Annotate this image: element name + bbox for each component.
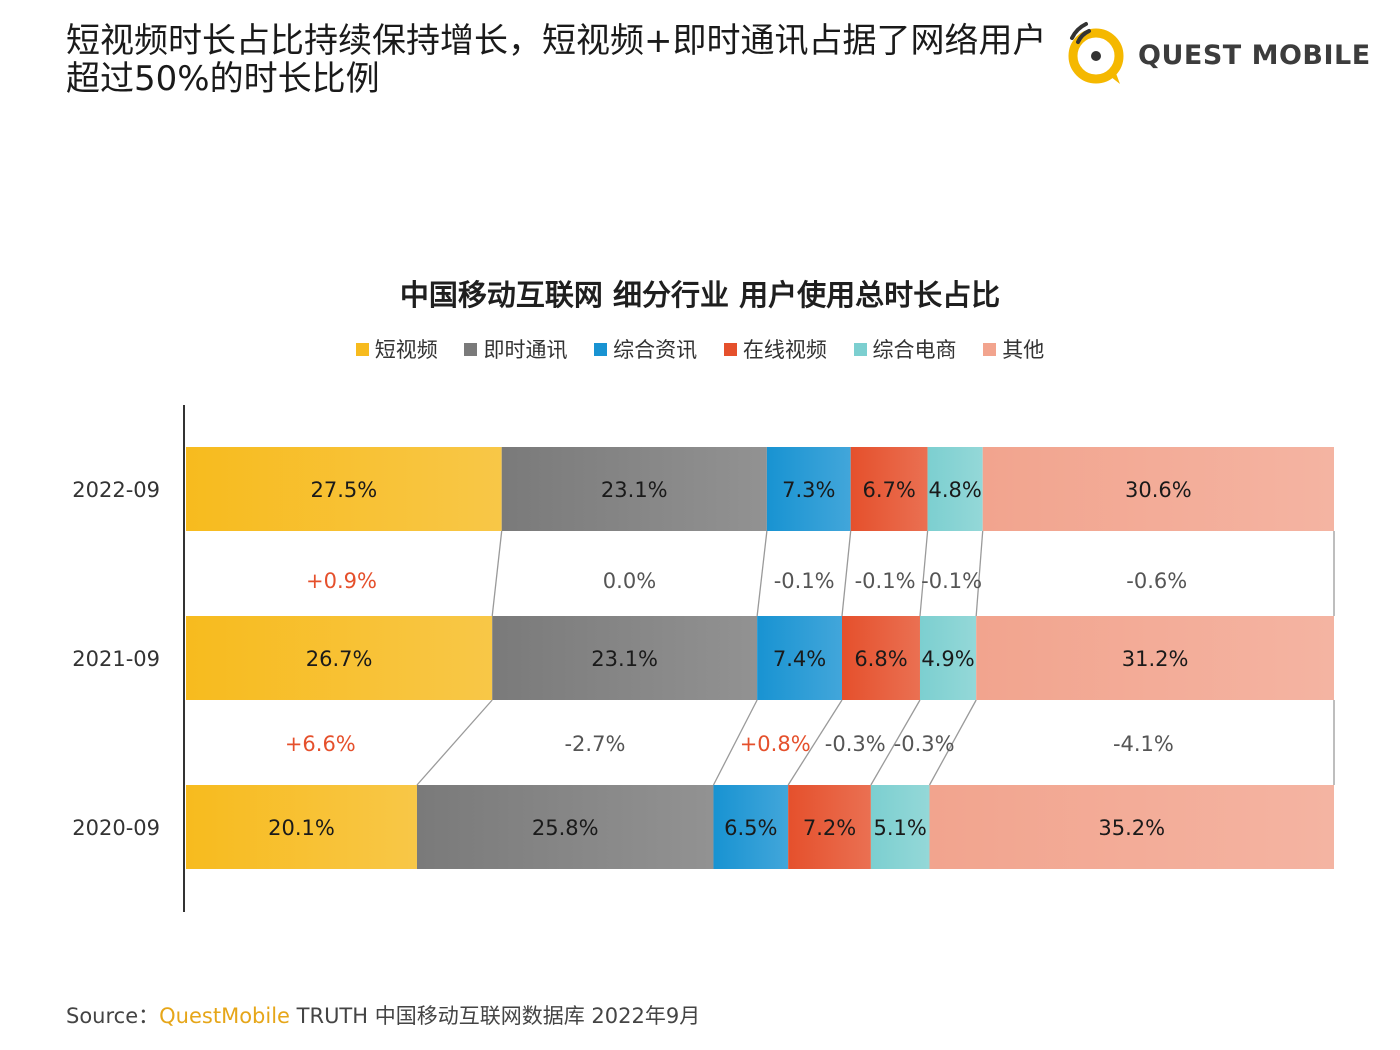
bar-value-label: 31.2%	[1122, 647, 1189, 671]
legend-item-other: 其他	[983, 334, 1044, 364]
change-label: -0.3%	[894, 732, 955, 756]
bar-segment	[850, 447, 928, 531]
headline: 短视频时长占比持续保持增长，短视频+即时通讯占据了网络用户超过50%的时长比例	[66, 21, 1047, 99]
quest-mobile-logo: QUEST MOBILE	[1062, 18, 1370, 88]
legend-label: 其他	[1002, 338, 1045, 362]
chart-title: 中国移动互联网 细分行业 用户使用总时长占比	[399, 278, 1001, 312]
connector-line	[870, 699, 921, 786]
source-brand: QuestMobile	[159, 1004, 290, 1028]
logo-text: QUEST MOBILE	[1138, 40, 1371, 71]
y-tick-label: 2021-09	[72, 647, 160, 671]
legend-label: 即时通讯	[483, 338, 568, 362]
connector-line	[975, 530, 984, 617]
y-tick-label: 2022-09	[72, 478, 160, 502]
bar-value-label: 25.8%	[532, 816, 599, 840]
bar-value-label: 7.3%	[782, 478, 835, 502]
bar-value-label: 7.4%	[773, 647, 826, 671]
connector-line	[787, 699, 843, 786]
legend-item-news: 综合资讯	[594, 334, 697, 364]
bar-segment	[416, 785, 714, 869]
connector-line	[491, 530, 503, 617]
legend-label: 在线视频	[742, 338, 827, 362]
source-note: Source：QuestMobile TRUTH 中国移动互联网数据库 2022…	[66, 1000, 700, 1030]
bar-value-label: 27.5%	[310, 478, 377, 502]
legend-swatch	[355, 342, 369, 356]
legend-item-short-video: 短视频	[355, 334, 438, 364]
change-label: +0.9%	[306, 569, 377, 593]
bar-segment	[919, 616, 977, 700]
change-label: -4.1%	[1113, 732, 1174, 756]
connector-line	[919, 530, 929, 617]
change-label: -0.1%	[855, 569, 916, 593]
legend-item-ecommerce: 综合电商	[853, 334, 957, 364]
legend-swatch	[594, 342, 608, 356]
bar-segment	[492, 616, 758, 700]
bar-value-label: 5.1%	[874, 816, 927, 840]
bar-value-label: 26.7%	[306, 647, 373, 671]
source-rest: TRUTH 中国移动互联网数据库 2022年9月	[289, 1004, 701, 1028]
change-label: +6.6%	[285, 732, 356, 756]
source-prefix: Source：	[66, 1004, 160, 1028]
legend-label: 综合电商	[872, 338, 957, 362]
bar-value-label: 35.2%	[1098, 816, 1165, 840]
connector-line	[416, 699, 493, 786]
bar-value-label: 4.9%	[921, 647, 974, 671]
legend-swatch	[853, 342, 867, 356]
bar-segment	[757, 616, 842, 700]
legend-swatch	[464, 342, 478, 356]
logo-mark-icon	[1068, 22, 1124, 84]
bar-value-label: 20.1%	[268, 816, 335, 840]
bar-value-label: 4.8%	[928, 478, 981, 502]
bar-value-label: 6.5%	[724, 816, 777, 840]
connector-line	[756, 530, 768, 617]
legend-label: 综合资讯	[613, 338, 698, 362]
bar-segment	[842, 616, 920, 700]
bar-segment	[713, 785, 789, 869]
bar-segment	[186, 447, 502, 531]
change-label: -0.1%	[921, 569, 982, 593]
bar-segment	[929, 785, 1334, 869]
chart-legend: 短视频 即时通讯 综合资讯 在线视频 综合电商 其他	[0, 334, 1400, 364]
bar-segment	[186, 785, 417, 869]
bar-segment	[927, 447, 983, 531]
connector-line	[841, 530, 852, 617]
legend-item-instant-messaging: 即时通讯	[464, 334, 567, 364]
y-tick-label: 2020-09	[72, 816, 160, 840]
change-label: 0.0%	[603, 569, 656, 593]
bar-value-label: 23.1%	[601, 478, 668, 502]
bar-segment	[501, 447, 767, 531]
change-label: -2.7%	[564, 732, 625, 756]
change-label: -0.1%	[774, 569, 835, 593]
change-label: -0.6%	[1126, 569, 1187, 593]
bar-value-label: 7.2%	[803, 816, 856, 840]
bar-value-label: 23.1%	[591, 647, 658, 671]
bar-segment	[766, 447, 851, 531]
legend-swatch	[723, 342, 737, 356]
change-label: -0.3%	[825, 732, 886, 756]
change-label: +0.8%	[740, 732, 811, 756]
bar-value-label: 6.8%	[854, 647, 907, 671]
bar-segment	[976, 616, 1334, 700]
bar-value-label: 30.6%	[1125, 478, 1192, 502]
legend-item-online-video: 在线视频	[723, 334, 827, 364]
bar-segment	[982, 447, 1334, 531]
bar-segment	[788, 785, 871, 869]
legend-label: 短视频	[374, 338, 438, 362]
bar-value-label: 6.7%	[862, 478, 915, 502]
connector-line	[712, 699, 758, 786]
connector-line	[928, 699, 977, 786]
bar-segment	[870, 785, 930, 869]
bar-segment	[186, 616, 493, 700]
legend-swatch	[983, 342, 997, 356]
